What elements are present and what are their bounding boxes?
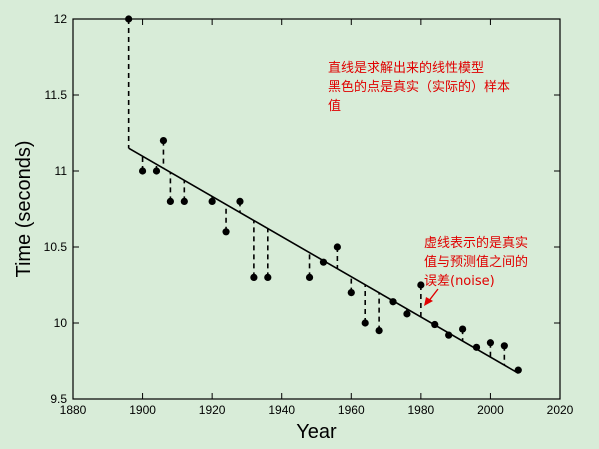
x-tick-label: 1940 [268,403,295,417]
annotation-model-line: 直线是求解出来的线性模型 [328,60,484,76]
data-point [459,325,467,333]
data-point [500,342,508,350]
y-axis-title: Time (seconds) [13,140,35,277]
y-tick-label: 10 [54,316,68,330]
data-point [250,273,258,281]
data-point [159,137,168,145]
data-point [166,197,174,205]
y-tick-label: 10.5 [44,240,68,254]
data-point [180,197,188,205]
data-point [472,343,481,351]
data-point [445,331,453,339]
axes: 1880 1900 1920 1940 1960 1980 2000 2020 9.5 10 10.… [44,12,574,417]
data-point [431,320,439,329]
x-tick-label: 1900 [129,403,156,417]
x-tick-label: 1880 [60,403,87,417]
data-point [319,258,328,266]
data-point [347,289,355,297]
data-point [514,366,522,374]
x-tick-label: 1980 [408,403,435,417]
x-tick-label: 1920 [199,403,226,417]
y-tick-label: 12 [54,12,68,26]
x-tick-label: 2000 [477,403,504,417]
annotation-noise-line: 虚线表示的是真实 [424,235,528,251]
data-point [375,327,383,335]
data-point [125,15,133,23]
data-point [208,197,216,205]
plot-frame [72,18,561,400]
data-point [305,273,314,281]
data-point [264,273,272,281]
axis-labels: Year Time (seconds) [13,140,337,443]
data-point [236,197,244,205]
annotation-noise-line: 误差(noise) [424,274,495,289]
y-tick-label: 9.5 [50,392,67,406]
y-tick-label: 11.5 [45,88,68,102]
data-point [361,319,369,327]
data-point [417,281,425,289]
data-point [222,228,230,236]
y-tick-label: 11 [55,164,68,178]
annotations: 直线是求解出来的线性模型黑色的点是真实（实际的）样本值虚线表示的是真实值与预测值… [328,60,528,306]
annotation-model-line: 值 [328,98,341,114]
x-tick-label: 1960 [338,403,365,417]
data-point [486,339,495,347]
data-points [125,15,522,374]
data-point [152,167,161,175]
data-point [389,298,397,306]
x-tick-label: 2020 [547,403,574,417]
data-point [333,243,341,251]
annotation-arrow-head [424,297,433,306]
data-point [138,167,147,175]
annotation-noise-line: 值与预测值之间的 [424,254,528,270]
annotation-model-line: 黑色的点是真实（实际的）样本 [328,79,510,95]
data-point [403,310,411,318]
x-axis-title: Year [296,421,337,443]
